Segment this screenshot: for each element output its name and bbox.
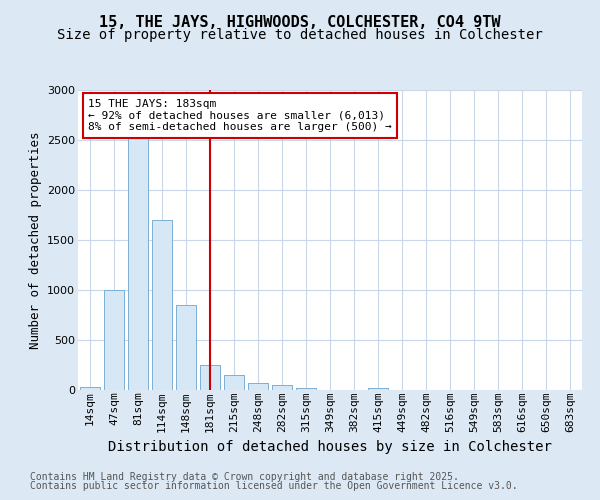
Bar — [176, 305, 196, 390]
Bar — [152, 220, 172, 390]
Bar — [368, 388, 388, 390]
Bar — [128, 135, 148, 390]
Bar — [296, 388, 316, 390]
Bar — [248, 382, 268, 390]
Text: Contains HM Land Registry data © Crown copyright and database right 2025.: Contains HM Land Registry data © Crown c… — [30, 472, 459, 482]
Text: Size of property relative to detached houses in Colchester: Size of property relative to detached ho… — [57, 28, 543, 42]
Text: Contains public sector information licensed under the Open Government Licence v3: Contains public sector information licen… — [30, 481, 518, 491]
Y-axis label: Number of detached properties: Number of detached properties — [29, 131, 41, 349]
Bar — [200, 365, 220, 390]
Bar — [104, 290, 124, 390]
X-axis label: Distribution of detached houses by size in Colchester: Distribution of detached houses by size … — [108, 440, 552, 454]
Bar — [224, 375, 244, 390]
Bar — [80, 387, 100, 390]
Text: 15, THE JAYS, HIGHWOODS, COLCHESTER, CO4 9TW: 15, THE JAYS, HIGHWOODS, COLCHESTER, CO4… — [99, 15, 501, 30]
Bar — [272, 385, 292, 390]
Text: 15 THE JAYS: 183sqm
← 92% of detached houses are smaller (6,013)
8% of semi-deta: 15 THE JAYS: 183sqm ← 92% of detached ho… — [88, 99, 392, 132]
